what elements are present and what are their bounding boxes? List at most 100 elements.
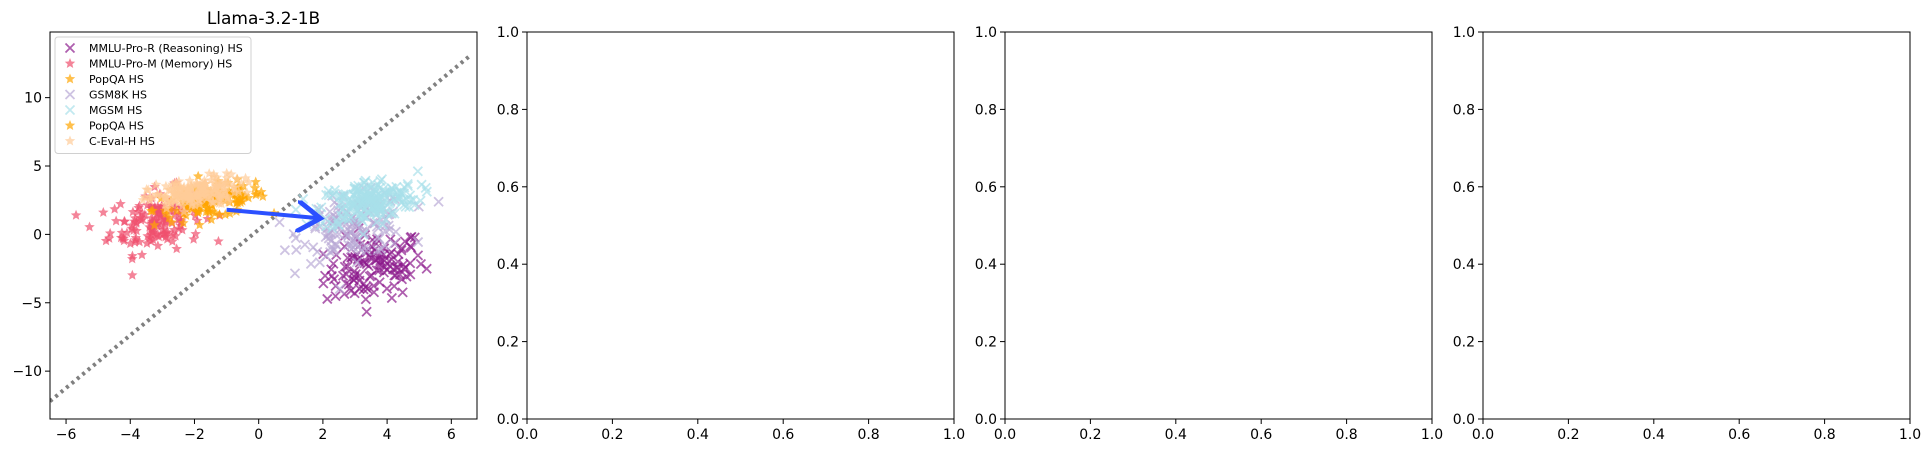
y-tick-label: 1.0 — [497, 25, 519, 41]
data-point — [412, 236, 424, 248]
data-point — [197, 178, 208, 188]
legend-entry: MMLU-Pro-R (Reasoning) HS — [64, 42, 243, 55]
data-point — [206, 214, 217, 225]
data-point — [208, 197, 219, 207]
data-point — [177, 224, 188, 235]
data-point — [384, 260, 395, 272]
legend-label: MGSM HS — [89, 104, 142, 117]
data-point — [141, 183, 152, 194]
data-point — [361, 306, 372, 317]
data-point — [358, 229, 369, 240]
data-point — [327, 223, 338, 234]
legend-marker — [64, 135, 76, 146]
data-point — [219, 184, 231, 195]
data-point — [386, 208, 397, 219]
data-point — [416, 179, 427, 190]
x-tick-label: 2 — [318, 427, 327, 443]
legend-marker — [64, 104, 76, 116]
data-point — [376, 174, 388, 185]
data-point — [171, 243, 182, 254]
data-point — [408, 194, 419, 205]
data-point — [361, 200, 372, 212]
data-point — [212, 186, 223, 197]
data-point — [394, 269, 406, 280]
data-point — [134, 236, 145, 247]
data-point — [361, 241, 372, 252]
legend-entry: PopQA HS — [64, 73, 144, 86]
data-point — [312, 246, 323, 257]
y-tick-label: 0 — [33, 227, 42, 243]
data-point — [386, 183, 398, 194]
legend-marker — [64, 58, 76, 68]
data-point — [144, 194, 156, 205]
data-point — [369, 217, 380, 229]
data-point — [145, 205, 157, 216]
data-point — [103, 232, 115, 243]
data-point — [157, 228, 169, 239]
x-tick-label: 0.0 — [994, 427, 1016, 443]
data-point — [291, 244, 302, 255]
data-point — [371, 216, 382, 228]
data-point — [191, 179, 202, 190]
data-point — [189, 199, 201, 210]
data-point — [194, 219, 205, 230]
data-point — [351, 257, 362, 268]
data-point — [183, 190, 194, 201]
data-point — [137, 194, 149, 205]
data-point — [274, 217, 285, 228]
data-point — [372, 207, 383, 218]
data-point — [357, 200, 368, 211]
data-point — [156, 220, 167, 231]
data-point — [374, 265, 385, 276]
data-point — [301, 218, 312, 230]
y-tick-label: 0.4 — [497, 257, 519, 273]
chart-panel-4: 0.0 0.2 0.4 0.6 0.8 1.0 0.0 0.2 0.4 0.6 0.8 1.0 — [1453, 25, 1921, 443]
y-tick-label: 0.4 — [975, 257, 997, 273]
data-point — [116, 227, 128, 238]
data-point — [84, 221, 95, 232]
y-tick-label: 1.0 — [975, 25, 997, 41]
data-point — [211, 171, 223, 182]
data-point — [240, 172, 251, 183]
x-tick-label: −6 — [56, 427, 77, 443]
x-tick-label: 0.6 — [1250, 427, 1272, 443]
data-point — [167, 235, 178, 246]
data-point — [70, 209, 82, 220]
data-point — [415, 258, 427, 270]
data-point — [401, 271, 412, 282]
data-point — [196, 183, 207, 194]
data-point — [347, 237, 358, 248]
data-point — [360, 175, 371, 186]
x-tick-label: −4 — [120, 427, 141, 443]
data-point — [368, 185, 380, 196]
data-point — [166, 216, 177, 227]
data-point — [213, 235, 224, 246]
data-point — [360, 184, 371, 195]
data-point — [132, 206, 144, 217]
data-point — [402, 178, 413, 190]
data-point — [341, 269, 352, 280]
data-point — [297, 193, 309, 205]
data-point — [222, 191, 233, 202]
x-tick-label: 1.0 — [943, 427, 965, 443]
x-tick-label: 0.8 — [1813, 427, 1835, 443]
x-tick-label: 0.6 — [1728, 427, 1750, 443]
data-point — [326, 264, 337, 275]
data-point — [381, 283, 393, 294]
axes-frame — [49, 31, 478, 420]
series-6 — [137, 167, 254, 217]
legend-entry: PopQA HS — [64, 120, 144, 133]
x-tick-label: 0.0 — [516, 427, 538, 443]
legend-marker — [64, 89, 76, 100]
x-tick-label: 0.8 — [1335, 427, 1357, 443]
data-point — [324, 206, 335, 217]
y-tick-label: 0.6 — [497, 180, 519, 196]
data-point — [233, 186, 244, 197]
data-point — [379, 239, 390, 251]
data-point — [178, 217, 189, 228]
data-point — [340, 189, 351, 200]
data-point — [109, 203, 120, 214]
chart-panel-2: 0.0 0.2 0.4 0.6 0.8 1.0 0.0 0.2 0.4 0.6 0.8 1.0 — [497, 25, 965, 443]
data-point — [368, 287, 380, 298]
data-point — [175, 184, 186, 195]
